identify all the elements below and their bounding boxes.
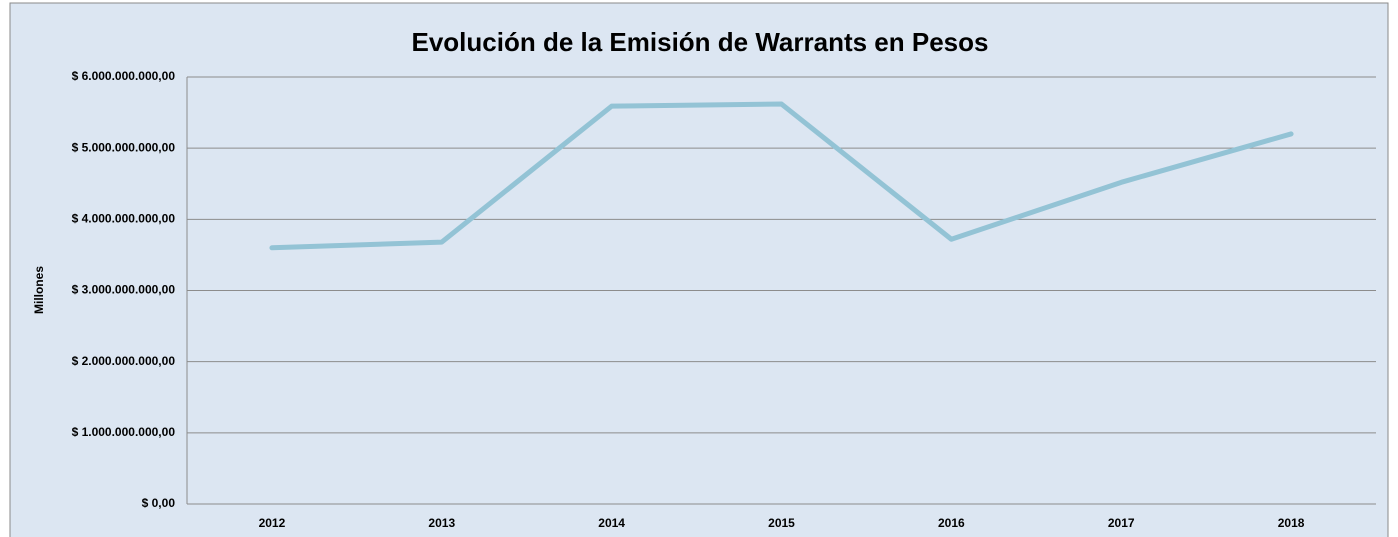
- y-tick-label: $ 6.000.000.000,00: [72, 69, 176, 83]
- y-tick-label: $ 0,00: [142, 496, 176, 510]
- x-tick-label: 2016: [938, 516, 965, 530]
- y-tick-label: $ 5.000.000.000,00: [72, 140, 176, 154]
- chart-background: [9, 2, 1389, 537]
- y-tick-label: $ 1.000.000.000,00: [72, 425, 176, 439]
- x-tick-label: 2015: [768, 516, 795, 530]
- y-axis-label: Millones: [32, 266, 46, 314]
- line-series: [269, 101, 1294, 251]
- x-tick-label: 2013: [428, 516, 455, 530]
- x-tick-label: 2012: [259, 516, 286, 530]
- x-tick-label: 2018: [1278, 516, 1305, 530]
- y-tick-label: $ 4.000.000.000,00: [72, 212, 176, 226]
- x-tick-label: 2017: [1108, 516, 1135, 530]
- y-tick-label: $ 3.000.000.000,00: [72, 283, 176, 297]
- chart-title: Evolución de la Emisión de Warrants en P…: [412, 27, 989, 57]
- x-tick-label: 2014: [598, 516, 625, 530]
- y-tick-label: $ 2.000.000.000,00: [72, 354, 176, 368]
